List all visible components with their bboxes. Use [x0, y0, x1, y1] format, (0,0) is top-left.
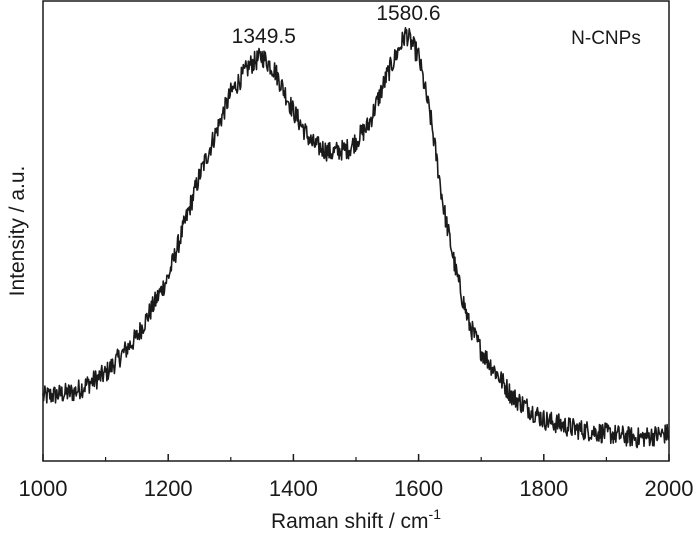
- peak-label: 1349.5: [232, 25, 296, 48]
- ticks-layer: [42, 454, 670, 461]
- x-tick-label: 1400: [269, 476, 318, 501]
- peak-label: 1580.6: [376, 2, 440, 25]
- series-line: [42, 27, 670, 449]
- plot-frame: [42, 0, 670, 462]
- x-tick-label: 2000: [645, 476, 694, 501]
- x-tick-label: 1200: [144, 476, 193, 501]
- x-axis-title-superscript: -1: [429, 506, 442, 522]
- x-axis-title: Raman shift / cm-1: [271, 506, 441, 533]
- legend-label: N-CNPs: [571, 28, 641, 49]
- x-tick-label: 1600: [394, 476, 443, 501]
- x-tick-label: 1800: [519, 476, 568, 501]
- peak-annotations: 1349.5 1580.6: [232, 2, 441, 48]
- x-tick-label: 1000: [19, 476, 68, 501]
- x-tick-labels: 1000 1200 1400 1600 1800 2000: [19, 476, 694, 501]
- y-axis-title: Intensity / a.u.: [6, 166, 29, 297]
